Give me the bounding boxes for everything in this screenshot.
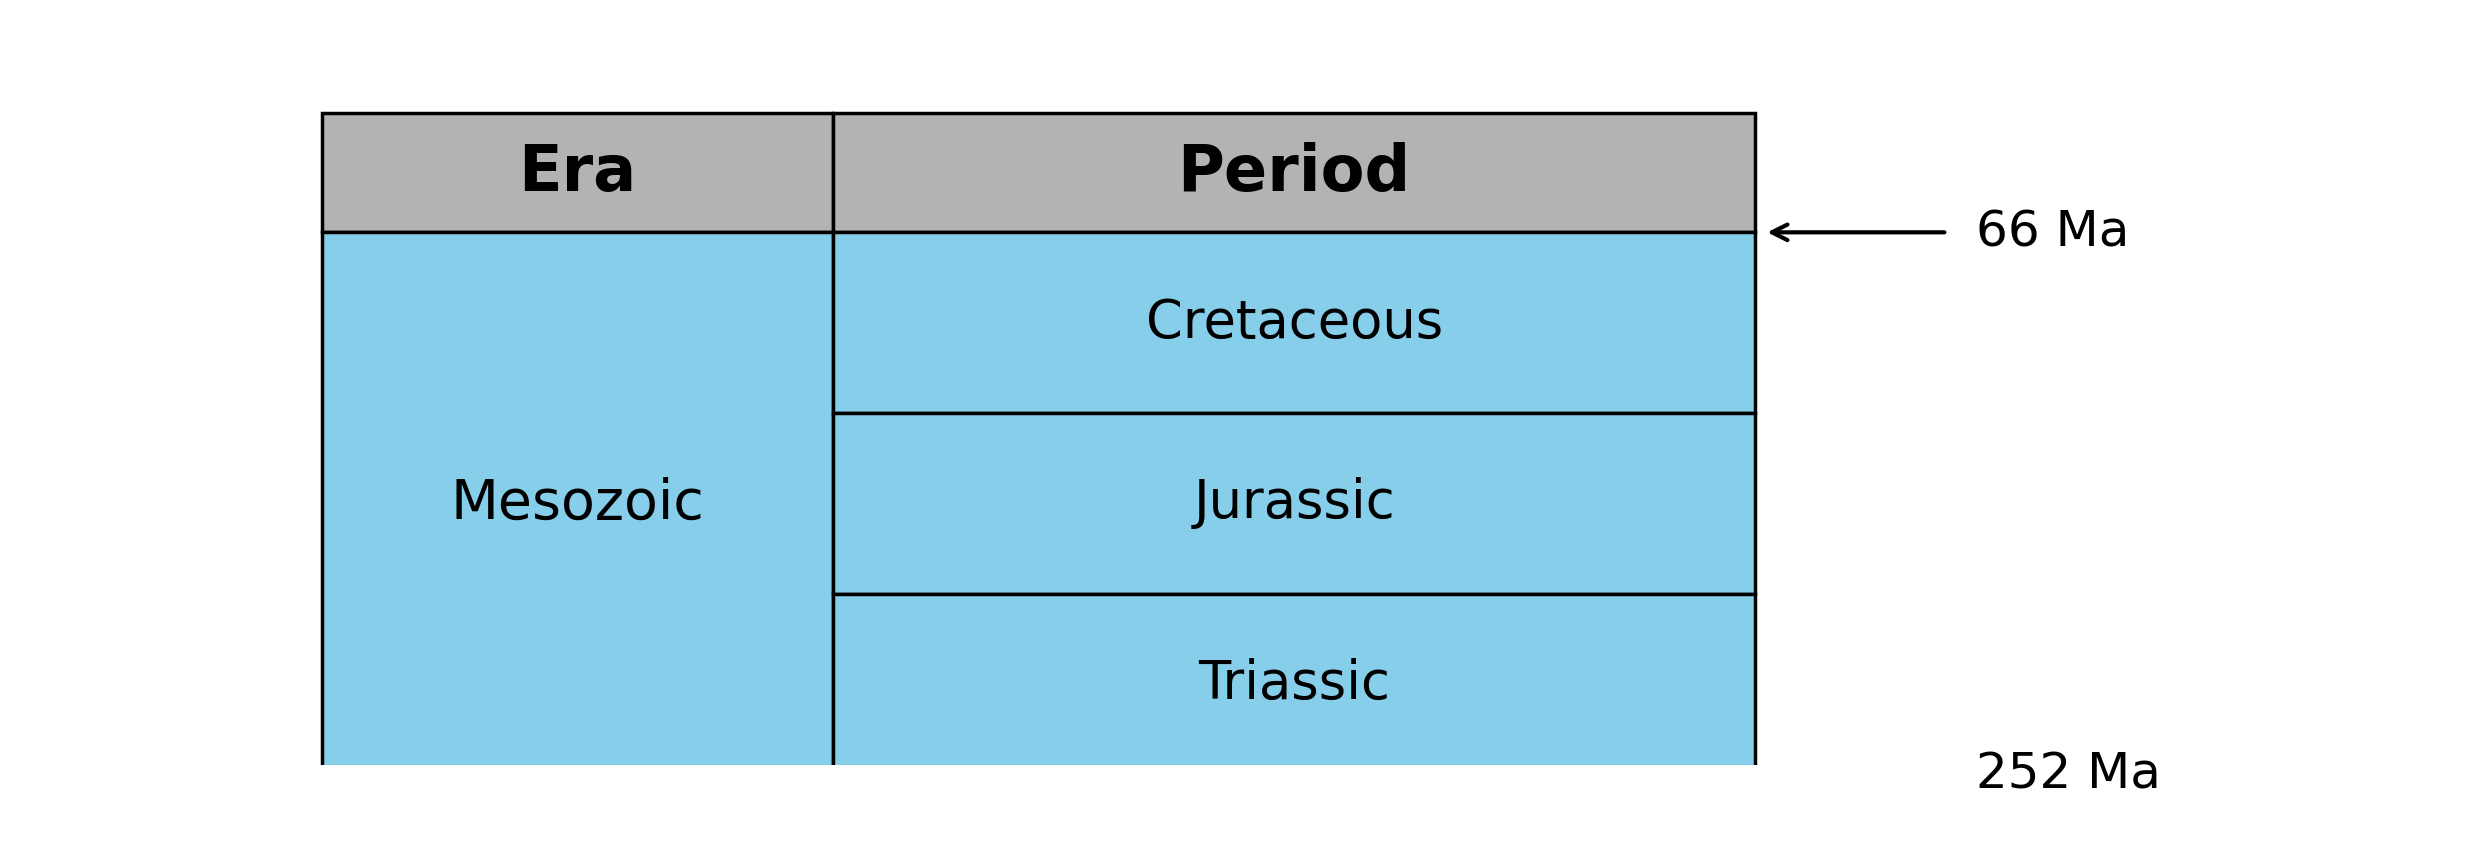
Text: Era: Era xyxy=(519,142,638,204)
Text: Mesozoic: Mesozoic xyxy=(452,476,705,531)
Text: 66 Ma: 66 Ma xyxy=(1976,208,2130,256)
Text: Period: Period xyxy=(1176,142,1410,204)
FancyBboxPatch shape xyxy=(834,413,1755,594)
Text: Jurassic: Jurassic xyxy=(1194,477,1395,530)
Text: Triassic: Triassic xyxy=(1199,658,1390,710)
FancyBboxPatch shape xyxy=(834,114,1755,232)
Text: Cretaceous: Cretaceous xyxy=(1147,297,1442,348)
FancyBboxPatch shape xyxy=(323,232,834,775)
FancyBboxPatch shape xyxy=(323,114,834,232)
Text: 252 Ma: 252 Ma xyxy=(1976,751,2162,799)
FancyBboxPatch shape xyxy=(834,232,1755,413)
FancyBboxPatch shape xyxy=(834,594,1755,775)
